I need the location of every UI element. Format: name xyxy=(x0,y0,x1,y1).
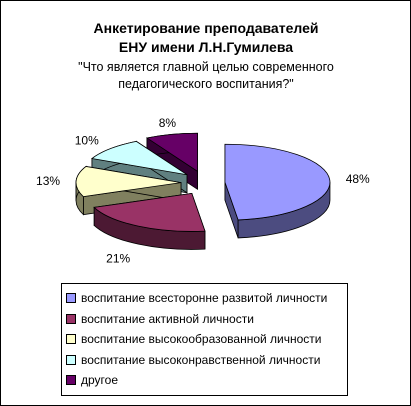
legend-label-moral: воспитание высоконравственной личности xyxy=(81,352,321,367)
pie-slice-top-other xyxy=(145,132,198,173)
chart-subtitle-line-1: "Что является главной целью современного xyxy=(78,60,334,74)
legend-label-all-round: воспитание всесторонне развитой личности xyxy=(81,291,328,306)
chart-title-line-2: ЕНУ имени Л.Н.Гумилева xyxy=(119,39,293,55)
legend-swatch-all-round xyxy=(66,293,76,304)
pie-slice-top-active xyxy=(93,192,206,232)
legend-swatch-other xyxy=(66,375,76,386)
pie-slice-moral xyxy=(90,140,188,194)
legend-swatch-active xyxy=(66,313,76,324)
legend-label-active: воспитание активной личности xyxy=(81,311,254,326)
legend-entry-moral: воспитание высоконравственной личности xyxy=(66,350,347,371)
legend: воспитание всесторонне развитой личности… xyxy=(61,283,348,396)
pie-slice-top-moral xyxy=(90,140,188,176)
legend-entry-other: другое xyxy=(66,370,347,391)
legend-swatch-moral xyxy=(66,354,76,365)
data-label-moral: 10% xyxy=(75,133,99,147)
legend-entry-all-round: воспитание всесторонне развитой личности xyxy=(66,288,347,309)
chart-subtitle-line-2: педагогического воспитания?" xyxy=(118,77,294,91)
data-label-other: 8% xyxy=(159,116,177,130)
data-label-active: 21% xyxy=(106,251,130,265)
chart-title-line-1: Анкетирование преподавателей xyxy=(94,20,319,36)
pie-slice-all-round xyxy=(224,143,331,239)
pie-slice-top-educated xyxy=(75,166,182,198)
data-label-all-round: 48% xyxy=(346,172,370,186)
pie-slice-top-all-round xyxy=(224,143,331,221)
legend-entry-active: воспитание активной личности xyxy=(66,309,347,330)
legend-swatch-educated xyxy=(66,334,76,345)
legend-label-educated: воспитание высокообразованной личности xyxy=(81,332,322,347)
data-label-educated: 13% xyxy=(36,174,60,188)
legend-label-other: другое xyxy=(81,373,119,388)
legend-entry-educated: воспитание высокообразованной личности xyxy=(66,329,347,350)
pie-slice-active xyxy=(93,192,206,250)
